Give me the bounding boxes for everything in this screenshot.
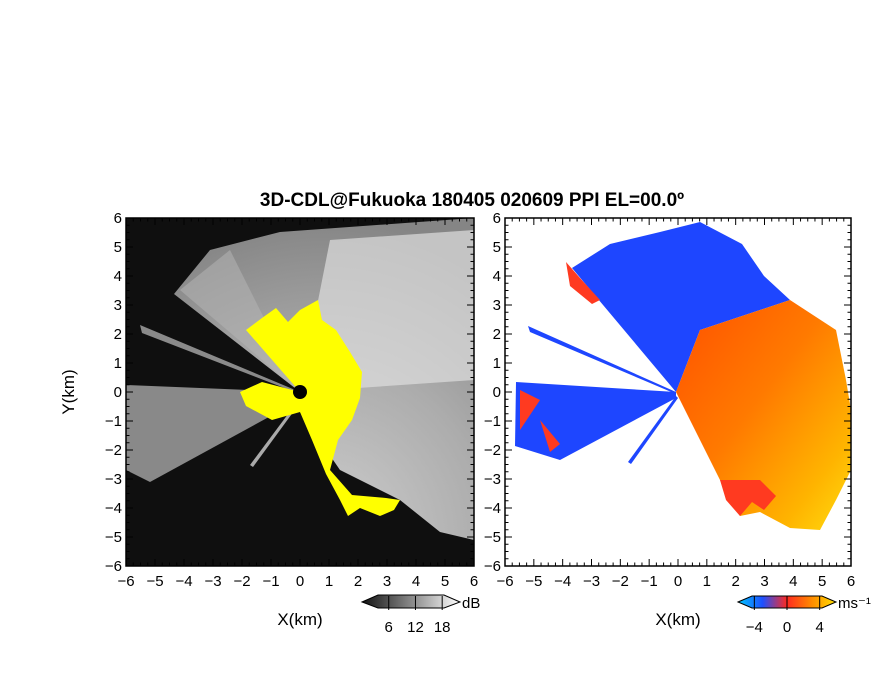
reflectivity-y-tick-label: −4 [105,500,122,517]
reflectivity-x-tick-label: −1 [262,573,279,590]
reflectivity-image [126,218,474,566]
velocity-y-tick-label: −5 [484,529,501,546]
velocity-x-tick-label: 3 [760,573,768,590]
velocity-y-tick-label: −2 [484,442,501,459]
reflectivity-x-tick-label: 1 [325,573,333,590]
velocity-y-tick-label: 4 [493,268,501,285]
velocity-colorbar-tick-labels: −4 0 4 [746,596,824,636]
velocity-y-tick-label: 1 [493,355,501,372]
velocity-y-tick-label: 5 [493,239,501,256]
reflectivity-x-tick-label: −5 [146,573,163,590]
reflectivity-colorbar-tick-label: 6 [385,619,393,636]
reflectivity-x-tick-label: −2 [233,573,250,590]
reflectivity-panel: −6 −5 −4 −3 −2 −1 0 1 2 3 4 5 6 6543210−1−2−3−4−5−6 … [59,210,478,629]
velocity-y-tick-label: 6 [493,210,501,227]
velocity-x-tick-label: −5 [525,573,542,590]
velocity-x-tick-label: 0 [674,573,682,590]
reflectivity-x-tick-label: 6 [470,573,478,590]
reflectivity-colorbar-unit: dB [462,595,480,612]
velocity-y-tick-labels: 6 5 4 3 2 1 0 −1 −2 −3 −4 −5 −6 [484,210,501,575]
reflectivity-colorbar-tick-label: 18 [434,619,451,636]
velocity-y-tick-label: 2 [493,326,501,343]
velocity-x-tick-label: −4 [554,573,571,590]
reflectivity-x-tick-label: 0 [296,573,304,590]
velocity-x-tick-label: −3 [583,573,600,590]
reflectivity-y-tick-label: 2 [114,326,122,343]
velocity-y-tick-label: 3 [493,297,501,314]
reflectivity-colorbar-tick-labels: 6 12 18 [385,596,451,636]
velocity-colorbar-unit: ms⁻¹ [838,595,871,612]
velocity-y-tick-label: 0 [493,384,501,401]
figure-title: 3D-CDL@Fukuoka 180405 020609 PPI EL=00.0… [260,190,684,211]
velocity-x-tick-label: 4 [789,573,797,590]
velocity-image [505,218,851,566]
velocity-x-tick-label: 2 [731,573,739,590]
reflectivity-x-tick-label: −4 [175,573,192,590]
reflectivity-y-tick-label: −2 [105,442,122,459]
reflectivity-y-tick-label: 3 [114,297,122,314]
reflectivity-y-tick-label: −6 [105,558,122,575]
velocity-colorbar: ms⁻¹ −4 0 4 [736,595,871,636]
velocity-panel: −6 −5 −4 −3 −2 −1 0 1 2 3 4 5 6 6543210−1−2−3−4−5−6 … [484,210,855,629]
velocity-y-tick-label: −1 [484,413,501,430]
velocity-colorbar-tick-label: −4 [746,619,763,636]
reflectivity-y-tick-label: −5 [105,529,122,546]
velocity-x-axis-label: X(km) [655,610,700,629]
reflectivity-y-tick-label: 5 [114,239,122,256]
velocity-colorbar-tick-label: 0 [783,619,791,636]
reflectivity-colorbar: dB 6 12 18 [360,594,480,636]
reflectivity-y-tick-label: −1 [105,413,122,430]
reflectivity-colorbar-tick-label: 12 [407,619,424,636]
velocity-x-tick-label: −1 [641,573,658,590]
velocity-x-tick-label: 6 [847,573,855,590]
velocity-x-tick-label: −6 [496,573,513,590]
reflectivity-y-tick-labels: 6 5 4 3 2 1 0 −1 −2 −3 −4 −5 −6 [105,210,122,575]
reflectivity-y-tick-label: 1 [114,355,122,372]
reflectivity-y-tick-label: 6 [114,210,122,227]
velocity-y-tick-label: −4 [484,500,501,517]
velocity-x-tick-labels: −6 −5 −4 −3 −2 −1 0 1 2 3 4 5 6 [496,573,855,590]
reflectivity-x-tick-label: 4 [412,573,420,590]
reflectivity-y-axis-label: Y(km) [59,369,78,414]
velocity-colorbar-tick-label: 4 [815,619,823,636]
velocity-y-tick-label: −3 [484,471,501,488]
reflectivity-y-tick-label: −3 [105,471,122,488]
reflectivity-x-axis-label: X(km) [277,610,322,629]
reflectivity-y-tick-label: 0 [114,384,122,401]
velocity-x-tick-label: 1 [703,573,711,590]
reflectivity-x-tick-labels: −6 −5 −4 −3 −2 −1 0 1 2 3 4 5 6 [117,573,478,590]
reflectivity-x-tick-label: −3 [204,573,221,590]
reflectivity-x-tick-label: 2 [354,573,362,590]
reflectivity-x-tick-label: 3 [383,573,391,590]
velocity-y-tick-label: −6 [484,558,501,575]
reflectivity-x-tick-label: 5 [441,573,449,590]
velocity-x-tick-label: −2 [612,573,629,590]
velocity-x-tick-label: 5 [818,573,826,590]
reflectivity-y-tick-label: 4 [114,268,122,285]
reflectivity-x-tick-label: −6 [117,573,134,590]
